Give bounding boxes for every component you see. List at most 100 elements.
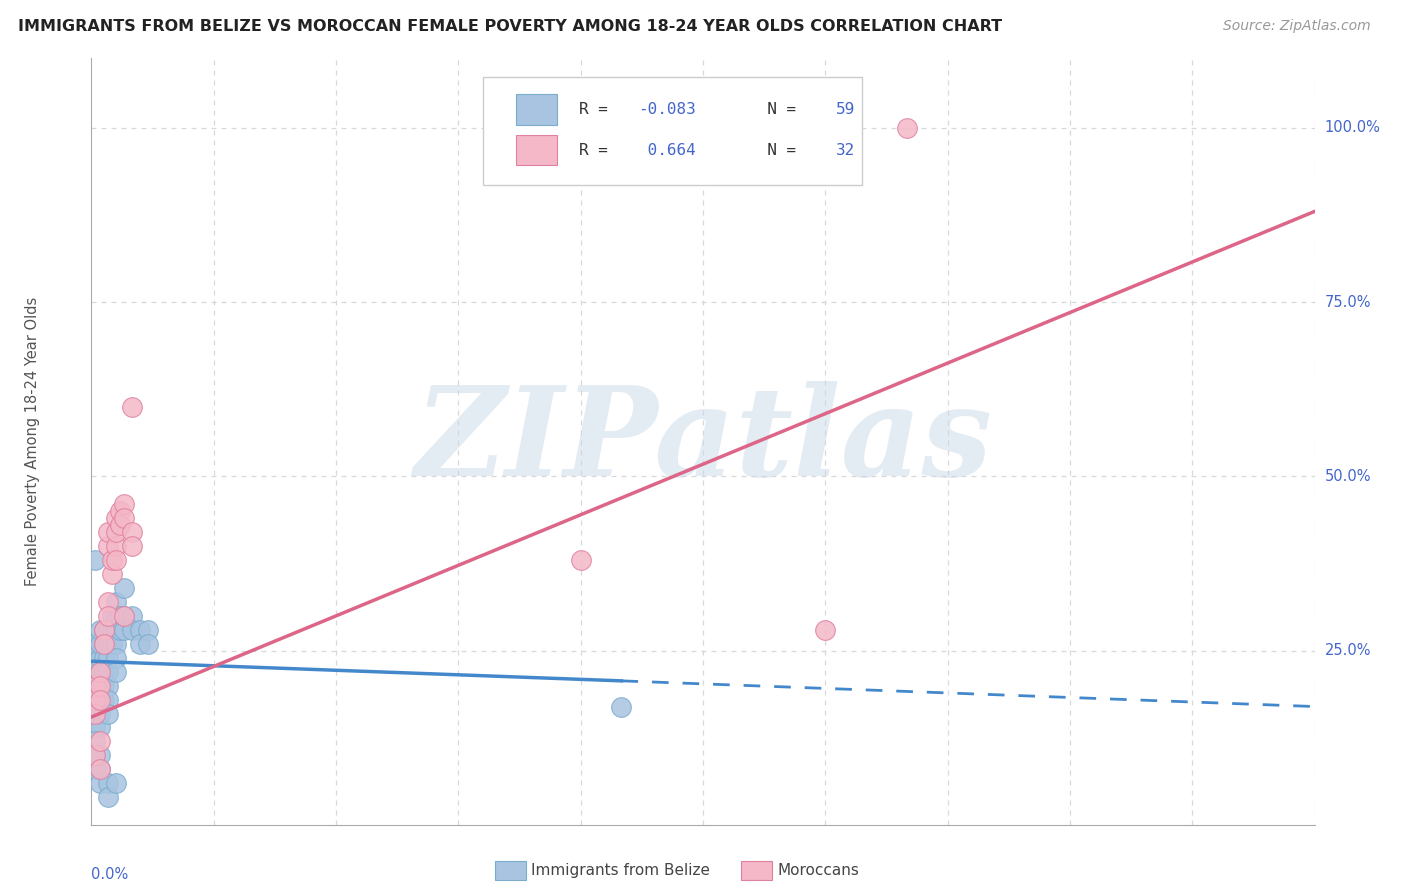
Point (89, 623, 111, 637)
Point (93, 650, 115, 665)
Point (108, 623, 131, 637)
Point (97, 650, 120, 665)
Point (121, 400, 143, 414)
Text: Moroccans: Moroccans (778, 863, 859, 878)
FancyBboxPatch shape (516, 135, 557, 165)
Point (89, 650, 111, 665)
Point (97, 608, 120, 623)
Point (84, 762, 107, 776)
Point (104, 525, 127, 540)
Text: 0.664: 0.664 (638, 143, 696, 158)
Text: Immigrants from Belize: Immigrants from Belize (531, 863, 710, 878)
Point (104, 650, 127, 665)
Point (112, 623, 135, 637)
Point (89, 762, 111, 776)
Point (101, 623, 124, 637)
Text: ZIPatlas: ZIPatlas (413, 381, 993, 502)
Point (84, 553, 107, 567)
Point (84, 734, 107, 748)
Point (93, 623, 115, 637)
FancyBboxPatch shape (482, 77, 862, 185)
Point (138, 637, 160, 651)
Point (112, 608, 135, 623)
Point (129, 623, 152, 637)
Point (101, 608, 124, 623)
Point (89, 679, 111, 693)
FancyBboxPatch shape (516, 94, 557, 125)
Point (84, 637, 107, 651)
Text: -0.083: -0.083 (638, 102, 696, 117)
Point (108, 518, 131, 533)
Point (112, 608, 135, 623)
Point (89, 637, 111, 651)
Point (93, 692, 115, 706)
Point (97, 623, 120, 637)
Point (93, 637, 115, 651)
Point (84, 748, 107, 763)
Text: Source: ZipAtlas.com: Source: ZipAtlas.com (1223, 19, 1371, 33)
Point (814, 623, 837, 637)
Text: R =: R = (579, 102, 619, 117)
Point (101, 567, 124, 582)
Point (97, 637, 120, 651)
Text: 75.0%: 75.0% (1324, 294, 1371, 310)
Point (104, 623, 127, 637)
Point (896, 120, 918, 135)
Text: 25.0%: 25.0% (1324, 643, 1371, 658)
Point (121, 525, 143, 540)
Point (89, 665, 111, 679)
Point (108, 504, 131, 518)
Point (104, 665, 127, 679)
Point (121, 623, 143, 637)
Point (104, 637, 127, 651)
Point (97, 665, 120, 679)
Point (84, 679, 107, 693)
Point (97, 790, 120, 805)
Point (93, 637, 115, 651)
Point (138, 623, 160, 637)
Point (84, 721, 107, 735)
Text: 50.0%: 50.0% (1324, 469, 1371, 483)
Point (104, 539, 127, 553)
Text: IMMIGRANTS FROM BELIZE VS MOROCCAN FEMALE POVERTY AMONG 18-24 YEAR OLDS CORRELAT: IMMIGRANTS FROM BELIZE VS MOROCCAN FEMAL… (18, 19, 1002, 34)
Point (112, 581, 135, 595)
Point (610, 699, 633, 714)
Point (84, 706, 107, 721)
Point (104, 511, 127, 525)
Point (89, 776, 111, 790)
Point (112, 497, 135, 511)
Point (104, 553, 127, 567)
Point (569, 553, 592, 567)
Point (89, 692, 111, 706)
Point (97, 539, 120, 553)
Text: 59: 59 (837, 102, 856, 117)
Point (129, 637, 152, 651)
Point (93, 679, 115, 693)
Point (89, 679, 111, 693)
Point (84, 692, 107, 706)
Point (112, 511, 135, 525)
Text: 0.0%: 0.0% (91, 867, 128, 882)
Point (84, 692, 107, 706)
Text: 100.0%: 100.0% (1324, 120, 1381, 136)
Point (84, 706, 107, 721)
Point (89, 692, 111, 706)
Point (121, 539, 143, 553)
Text: 32: 32 (837, 143, 856, 158)
Text: R =: R = (579, 143, 619, 158)
Point (97, 692, 120, 706)
Point (89, 734, 111, 748)
Point (104, 608, 127, 623)
Point (93, 623, 115, 637)
Point (89, 665, 111, 679)
Point (97, 706, 120, 721)
Point (121, 608, 143, 623)
Text: Female Poverty Among 18-24 Year Olds: Female Poverty Among 18-24 Year Olds (25, 297, 41, 586)
Point (108, 608, 131, 623)
Point (84, 665, 107, 679)
Point (84, 748, 107, 763)
Point (104, 595, 127, 609)
Point (97, 525, 120, 540)
Point (97, 776, 120, 790)
Point (89, 762, 111, 776)
